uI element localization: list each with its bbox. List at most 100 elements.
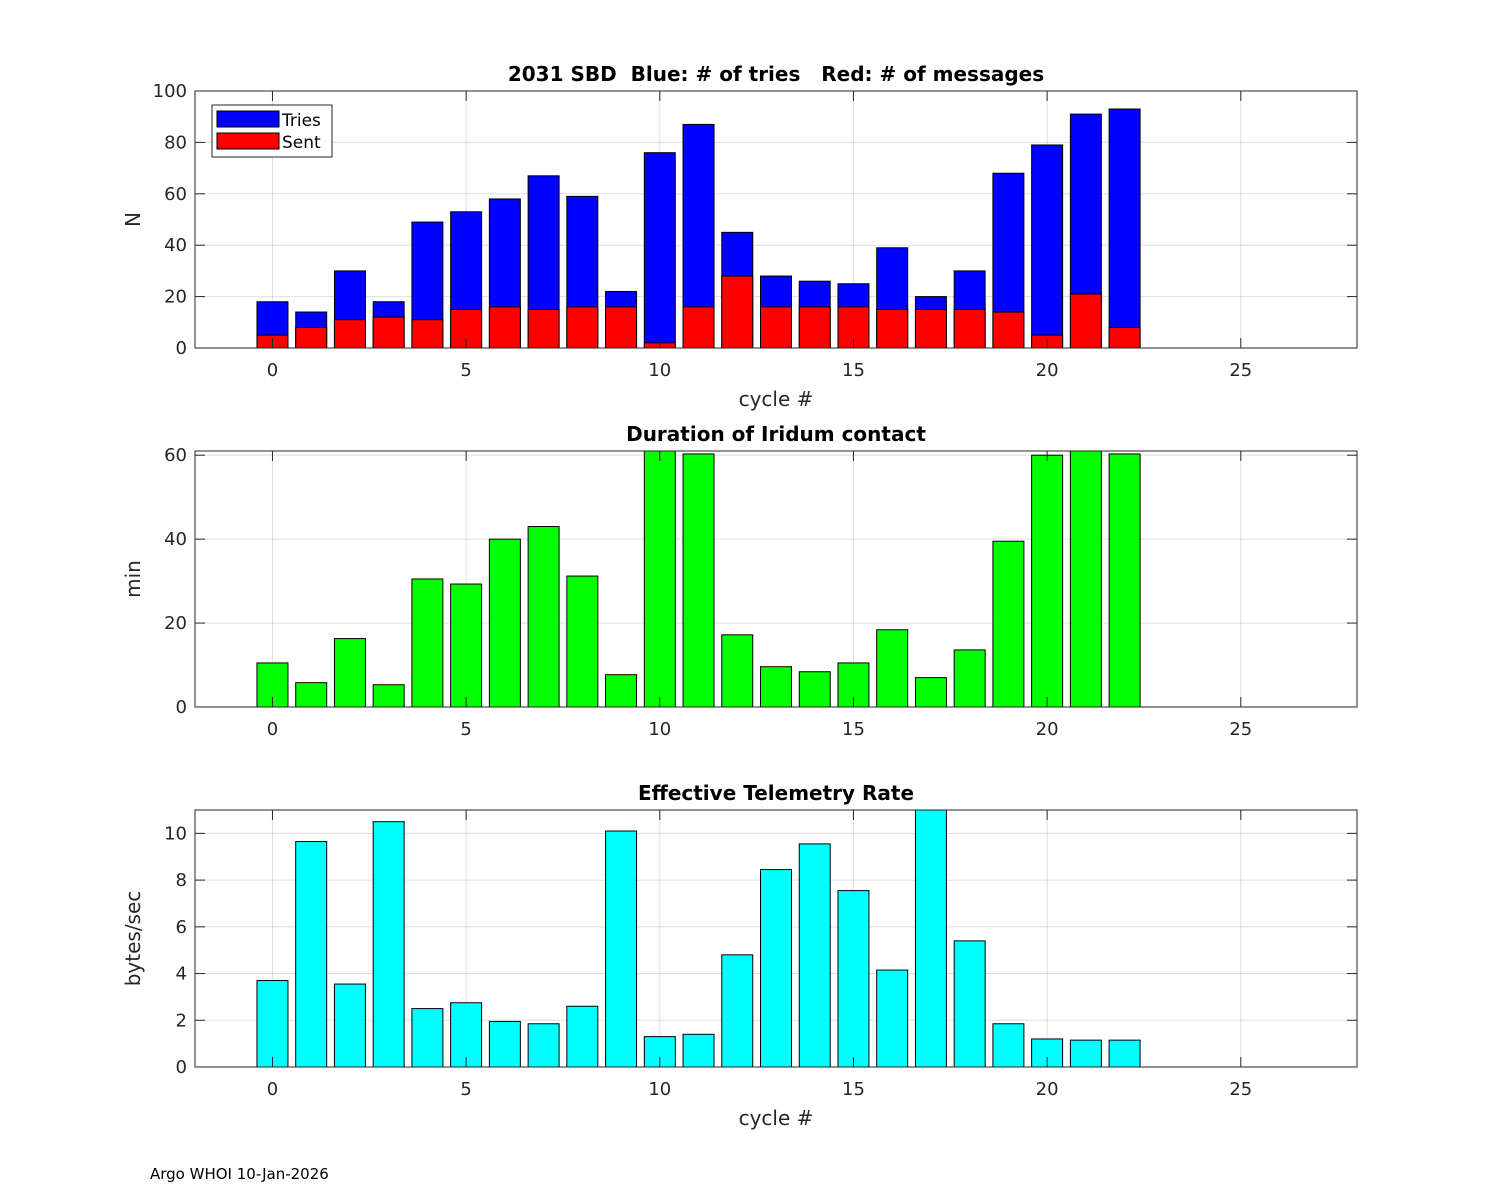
bar-tries-20 [1031, 144, 1064, 348]
x-tick-label: 15 [842, 360, 865, 381]
bar-rate-14 [798, 843, 831, 1067]
bar-rate-4 [411, 1008, 444, 1067]
bar-sent-6 [488, 306, 521, 348]
x-tick-label: 10 [648, 1079, 671, 1100]
bar-rate-1 [295, 841, 328, 1067]
bar-rate-21 [1069, 1039, 1102, 1067]
plot-area [195, 451, 1357, 707]
x-tick-label: 5 [460, 1079, 471, 1100]
chart-title: Duration of Iridum contact [626, 422, 926, 446]
y-tick-label: 100 [153, 81, 187, 102]
x-tick-label: 15 [842, 1079, 865, 1100]
y-tick-label: 2 [176, 1010, 187, 1031]
bar-duration-14 [798, 671, 831, 707]
y-tick-label: 80 [164, 132, 187, 153]
chart-3: 0 5 10 15 20 25 0 2 4 6 8 10 Effective Telemetry Rat… [121, 781, 1358, 1130]
bar-duration-22 [1108, 453, 1141, 707]
chart-title: Effective Telemetry Rate [638, 781, 914, 805]
y-tick-label: 40 [164, 529, 187, 550]
bar-sent-9 [605, 306, 638, 348]
x-tick-label: 20 [1036, 1079, 1059, 1100]
bar-sent-22 [1108, 326, 1141, 348]
bar-rate-22 [1108, 1039, 1141, 1067]
bar-rate-8 [566, 1005, 599, 1067]
bar-sent-8 [566, 306, 599, 348]
bar-duration-6 [488, 538, 521, 707]
y-tick-label: 6 [176, 917, 187, 938]
bar-sent-12 [721, 275, 754, 348]
x-tick-label: 0 [267, 1079, 278, 1100]
bars [256, 108, 1141, 348]
x-tick-label: 25 [1229, 1079, 1252, 1100]
chart-1: 0 5 10 15 20 25 0 20 40 60 80 100 2031 SBD Blue: # o… [121, 62, 1358, 411]
axes-box [194, 450, 1358, 708]
bar-rate-19 [992, 1023, 1025, 1067]
bar-duration-12 [721, 634, 754, 707]
y-tick-label: 60 [164, 184, 187, 205]
legend-swatch-sent [216, 132, 280, 150]
x-axis-label: cycle # [739, 387, 814, 411]
x-tick-label: 20 [1036, 719, 1059, 740]
bar-sent-3 [372, 316, 405, 348]
footer-text: Argo WHOI 10-Jan-2026 [150, 1165, 329, 1183]
bar-rate-3 [372, 821, 405, 1067]
bar-duration-16 [876, 629, 909, 707]
bar-sent-21 [1069, 293, 1102, 348]
y-tick-label: 20 [164, 613, 187, 634]
bars [256, 810, 1141, 1067]
bar-duration-19 [992, 540, 1025, 707]
bar-rate-15 [837, 890, 870, 1067]
y-tick-label: 10 [164, 823, 187, 844]
bar-sent-16 [876, 308, 909, 348]
bar-sent-14 [798, 306, 831, 348]
bar-sent-4 [411, 319, 444, 348]
x-tick-label: 0 [267, 719, 278, 740]
chart-2: 0 5 10 15 20 25 0 20 40 60 Duration of Iridum cont… [121, 422, 1358, 740]
legend-label-tries: Tries [281, 111, 321, 131]
bar-sent-19 [992, 311, 1025, 348]
bar-tries-10 [643, 152, 676, 348]
axes-box [194, 809, 1358, 1068]
bar-rate-9 [605, 830, 638, 1067]
x-tick-label: 25 [1229, 719, 1252, 740]
bar-rate-11 [682, 1033, 715, 1067]
bar-rate-10 [643, 1036, 676, 1067]
bar-sent-11 [682, 306, 715, 348]
bar-rate-7 [527, 1023, 560, 1067]
bar-duration-18 [953, 649, 986, 707]
y-tick-label: 40 [164, 235, 187, 256]
legend-label-sent: Sent [282, 133, 321, 153]
y-tick-label: 4 [176, 964, 187, 985]
x-tick-label: 10 [648, 360, 671, 381]
bar-rate-6 [488, 1020, 521, 1067]
bar-duration-20 [1031, 454, 1064, 707]
legend-swatch-tries [216, 110, 280, 128]
x-tick-label: 0 [267, 360, 278, 381]
bar-rate-5 [450, 1002, 483, 1067]
bar-duration-4 [411, 578, 444, 707]
bars [256, 451, 1141, 707]
bar-duration-8 [566, 575, 599, 707]
y-tick-label: 8 [176, 870, 187, 891]
bar-rate-17 [914, 810, 947, 1067]
axes-box [194, 90, 1358, 349]
bar-duration-13 [760, 666, 792, 707]
bar-duration-5 [450, 583, 483, 707]
bar-duration-1 [295, 682, 328, 707]
bar-duration-21 [1069, 451, 1102, 707]
y-tick-label: 0 [176, 697, 187, 718]
bar-tries-22 [1108, 108, 1141, 348]
bar-sent-18 [953, 308, 986, 348]
x-axis-label: cycle # [739, 1106, 814, 1130]
bar-duration-7 [527, 526, 560, 707]
y-tick-label: 0 [176, 1057, 187, 1078]
bar-sent-7 [527, 308, 560, 348]
bar-sent-1 [295, 326, 328, 348]
bar-duration-3 [372, 684, 405, 707]
y-axis-label: N [121, 212, 145, 227]
bar-rate-16 [876, 969, 909, 1067]
x-tick-label: 5 [460, 360, 471, 381]
x-tick-label: 25 [1229, 360, 1252, 381]
